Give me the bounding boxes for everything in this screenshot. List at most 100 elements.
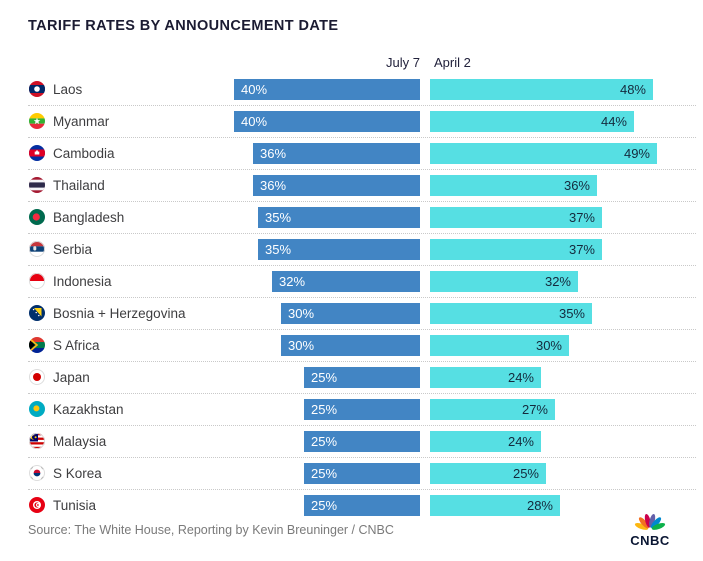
july7-value-label: 40% — [241, 82, 268, 97]
country-label: Bosnia + Herzegovina — [53, 306, 186, 321]
chart-row: Malaysia 25% 24% — [28, 426, 696, 458]
country-label: Malaysia — [53, 434, 107, 449]
april2-value-label: 25% — [512, 466, 539, 481]
july7-value-label: 35% — [265, 210, 292, 225]
july7-bar: 32% — [272, 271, 420, 292]
chart-row: S Africa 30% 30% — [28, 330, 696, 362]
july7-bar: 25% — [304, 367, 420, 388]
july7-bar: 30% — [281, 335, 420, 356]
chart-row: Japan 25% 24% — [28, 362, 696, 394]
july7-value-label: 25% — [311, 370, 338, 385]
july7-bar: 25% — [304, 399, 420, 420]
july7-bar: 40% — [234, 79, 420, 100]
april2-bar: 44% — [430, 111, 634, 132]
chart-row: Serbia 35% 37% — [28, 234, 696, 266]
july7-value-label: 25% — [311, 402, 338, 417]
country-label: Bangladesh — [53, 210, 125, 225]
july7-bar: 30% — [281, 303, 420, 324]
july7-value-label: 32% — [279, 274, 306, 289]
april2-bar: 24% — [430, 367, 541, 388]
july7-value-label: 25% — [311, 466, 338, 481]
chart-row: Kazakhstan 25% 27% — [28, 394, 696, 426]
chart-row: Tunisia 25% 28% — [28, 490, 696, 521]
april2-value-label: 36% — [563, 178, 590, 193]
country-label: Kazakhstan — [53, 402, 124, 417]
april2-value-label: 49% — [623, 146, 650, 161]
cnbc-peacock-icon — [632, 513, 668, 534]
april2-value-label: 44% — [600, 114, 627, 129]
flag-icon-thailand — [29, 177, 45, 193]
flag-icon-south-africa — [29, 337, 45, 353]
country-label: Serbia — [53, 242, 93, 257]
april2-value-label: 24% — [507, 370, 534, 385]
april2-bar: 27% — [430, 399, 555, 420]
chart-row: Indonesia 32% 32% — [28, 266, 696, 298]
july7-bar: 25% — [304, 463, 420, 484]
july7-value-label: 30% — [288, 338, 315, 353]
april2-value-label: 27% — [521, 402, 548, 417]
april2-bar: 24% — [430, 431, 541, 452]
country-label: Thailand — [53, 178, 105, 193]
april2-value-label: 37% — [568, 242, 595, 257]
april2-bar: 37% — [430, 207, 602, 228]
july7-value-label: 40% — [241, 114, 268, 129]
july7-value-label: 36% — [260, 146, 287, 161]
july7-bar: 35% — [258, 207, 420, 228]
country-label: Laos — [53, 82, 83, 97]
july7-value-label: 30% — [288, 306, 315, 321]
flag-icon-malaysia — [29, 433, 45, 449]
july7-bar: 35% — [258, 239, 420, 260]
july7-value-label: 36% — [260, 178, 287, 193]
flag-icon-bangladesh — [29, 209, 45, 225]
country-label: Myanmar — [53, 114, 110, 129]
april2-bar: 25% — [430, 463, 546, 484]
july7-bar: 40% — [234, 111, 420, 132]
april2-value-label: 48% — [619, 82, 646, 97]
flag-icon-laos — [29, 81, 45, 97]
flag-icon-serbia — [29, 241, 45, 257]
april2-value-label: 28% — [526, 498, 553, 513]
april2-bar: 32% — [430, 271, 578, 292]
country-label: Cambodia — [53, 146, 115, 161]
chart-row: Bosnia + Herzegovina 30% 35% — [28, 298, 696, 330]
country-label: Indonesia — [53, 274, 112, 289]
july7-bar: 36% — [253, 143, 420, 164]
country-label: S Africa — [53, 338, 100, 353]
july7-bar: 36% — [253, 175, 420, 196]
flag-icon-cambodia — [29, 145, 45, 161]
chart-title: TARIFF RATES BY ANNOUNCEMENT DATE — [28, 18, 339, 34]
july7-bar: 25% — [304, 431, 420, 452]
april2-bar: 30% — [430, 335, 569, 356]
cnbc-logo-text: CNBC — [630, 533, 670, 548]
chart-row: Thailand 36% 36% — [28, 170, 696, 202]
flag-icon-myanmar — [29, 113, 45, 129]
april2-value-label: 32% — [544, 274, 571, 289]
april2-value-label: 24% — [507, 434, 534, 449]
april2-value-label: 35% — [558, 306, 585, 321]
april2-bar: 36% — [430, 175, 597, 196]
chart-row: Myanmar 40% 44% — [28, 106, 696, 138]
april2-bar: 49% — [430, 143, 657, 164]
april2-bar: 35% — [430, 303, 592, 324]
series-header-july7: July 7 — [386, 55, 420, 70]
chart-rows: Laos 40% 48% Myanmar 40% 44% Cambodia 36% 49% Tha… — [28, 74, 696, 521]
april2-value-label: 30% — [535, 338, 562, 353]
july7-value-label: 25% — [311, 498, 338, 513]
chart-row: S Korea 25% 25% — [28, 458, 696, 490]
cnbc-logo: CNBC — [626, 506, 674, 548]
flag-icon-bosnia-herzegovina — [29, 305, 45, 321]
flag-icon-japan — [29, 369, 45, 385]
series-headers: July 7 April 2 — [0, 55, 703, 73]
flag-icon-kazakhstan — [29, 401, 45, 417]
april2-value-label: 37% — [568, 210, 595, 225]
chart-row: Cambodia 36% 49% — [28, 138, 696, 170]
july7-bar: 25% — [304, 495, 420, 516]
series-header-april2: April 2 — [434, 55, 471, 70]
flag-icon-tunisia — [29, 497, 45, 513]
july7-value-label: 25% — [311, 434, 338, 449]
april2-bar: 37% — [430, 239, 602, 260]
country-label: S Korea — [53, 466, 102, 481]
april2-bar: 48% — [430, 79, 653, 100]
country-label: Tunisia — [53, 498, 97, 513]
